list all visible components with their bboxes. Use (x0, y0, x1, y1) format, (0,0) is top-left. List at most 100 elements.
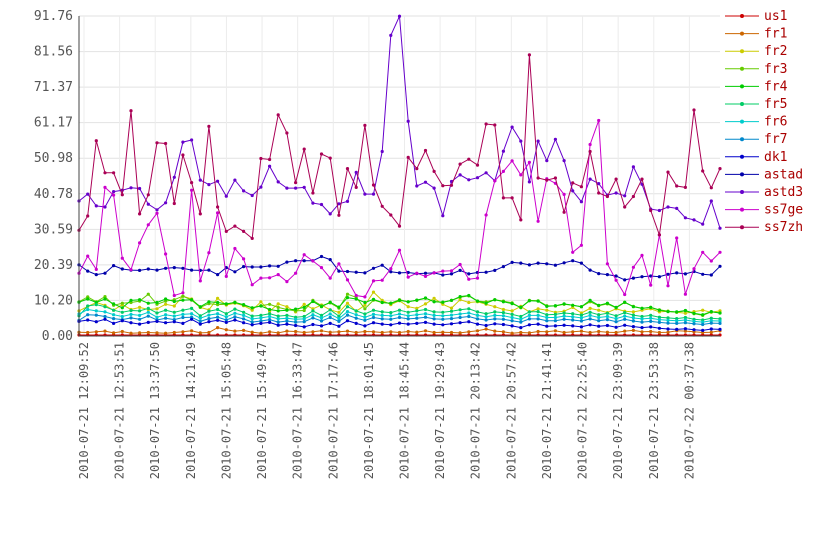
data-point (198, 178, 202, 182)
data-point (441, 314, 445, 318)
data-point (86, 214, 90, 218)
data-point (510, 324, 514, 328)
data-point (562, 302, 566, 306)
data-point (441, 300, 445, 304)
data-point (250, 317, 254, 321)
data-point (657, 308, 662, 312)
data-point (319, 319, 324, 323)
data-point (354, 270, 358, 274)
data-point (475, 317, 480, 321)
data-point (588, 177, 592, 181)
data-point (233, 318, 237, 322)
data-point (164, 321, 168, 325)
data-point (242, 303, 246, 307)
data-point (146, 267, 150, 271)
data-point (250, 265, 254, 269)
data-point (683, 329, 688, 333)
data-point (363, 324, 367, 328)
data-point (571, 312, 575, 316)
data-point (467, 330, 471, 334)
data-point (649, 325, 653, 329)
data-point (588, 142, 592, 147)
data-point (597, 319, 601, 323)
data-point (181, 140, 185, 144)
data-point (397, 224, 402, 228)
data-point (631, 276, 636, 280)
legend-label: us1 (764, 9, 787, 24)
data-point (597, 272, 601, 276)
data-point (354, 316, 358, 320)
series-astad (77, 254, 722, 282)
data-point (250, 306, 254, 310)
data-point (224, 274, 228, 278)
data-point (562, 192, 566, 196)
legend-label: astad (764, 167, 803, 182)
data-point (103, 171, 107, 175)
data-point (406, 329, 410, 334)
data-point (172, 330, 176, 335)
data-point (138, 317, 142, 321)
data-point (441, 323, 445, 327)
data-point (389, 33, 393, 38)
data-point (406, 310, 410, 314)
data-point (562, 330, 566, 335)
data-point (138, 298, 142, 302)
data-point (250, 308, 254, 312)
data-point (484, 213, 488, 217)
data-point (475, 276, 480, 280)
legend-item-fr5: fr5 (725, 97, 787, 112)
data-point (302, 314, 306, 319)
data-point (536, 329, 540, 334)
data-point (294, 320, 298, 324)
data-point (224, 315, 228, 319)
x-tick-label: 2010-07-21 12:53:51 (113, 342, 127, 479)
data-point (631, 328, 636, 332)
data-point (268, 302, 272, 306)
data-point (423, 148, 428, 153)
data-point (692, 311, 696, 315)
data-point (250, 193, 254, 198)
data-point (198, 279, 202, 283)
data-point (233, 300, 237, 305)
data-point (571, 324, 575, 328)
data-point (432, 271, 436, 275)
data-point (432, 300, 436, 304)
data-point (623, 323, 627, 327)
data-point (467, 307, 471, 311)
legend-label: fr7 (764, 132, 787, 147)
data-point (579, 261, 584, 265)
y-axis-tick-labels: 0.00 10.20 20.39 30.59 40.78 50.98 61.17 71.37 8… (34, 9, 73, 344)
data-point (138, 309, 142, 313)
data-point (242, 257, 246, 261)
data-point (155, 141, 159, 145)
data-point (571, 259, 575, 263)
data-point (475, 299, 480, 303)
data-point (276, 180, 280, 184)
data-point (605, 314, 610, 319)
data-point (268, 318, 272, 322)
data-point (242, 265, 246, 269)
data-point (510, 159, 514, 163)
data-point (640, 177, 644, 181)
data-point (701, 322, 705, 327)
data-point (276, 317, 280, 321)
data-point (475, 176, 480, 180)
data-point (216, 312, 220, 316)
data-point (536, 313, 540, 317)
data-point (129, 331, 133, 335)
data-point (198, 322, 202, 326)
data-point (276, 302, 280, 306)
data-point (380, 263, 384, 267)
data-point (501, 196, 505, 200)
data-point (233, 224, 237, 228)
data-point (380, 149, 384, 154)
data-point (172, 310, 176, 314)
data-point (631, 319, 636, 323)
data-point (328, 312, 332, 316)
data-point (250, 236, 254, 240)
data-point (588, 306, 592, 310)
legend-label: fr5 (764, 97, 787, 112)
data-point (588, 317, 592, 321)
legend-label: astd3 (764, 185, 803, 200)
data-point (579, 329, 584, 333)
